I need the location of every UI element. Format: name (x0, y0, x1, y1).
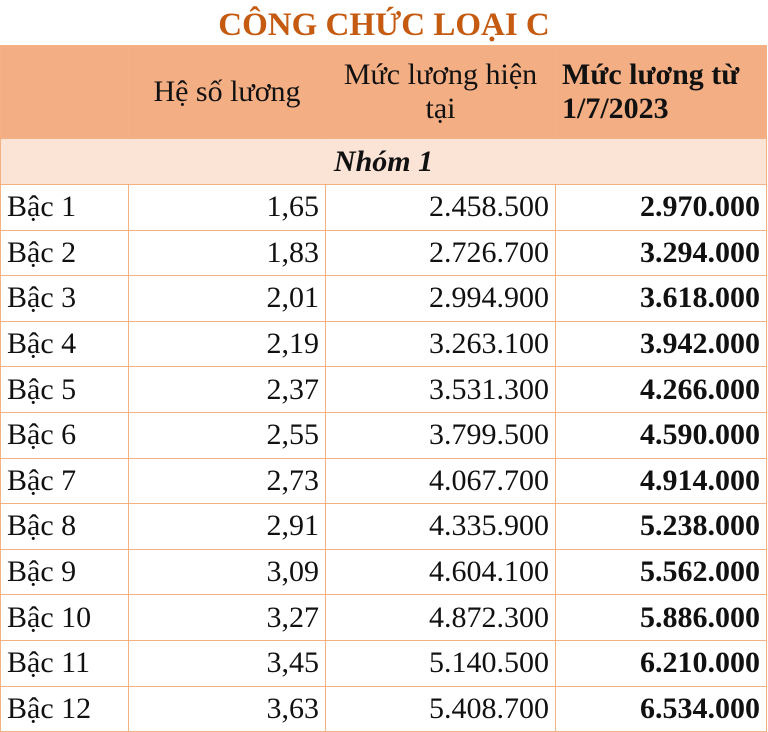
salary-table: Hệ số lương Mức lương hiện tại Mức lương… (0, 45, 767, 732)
header-row: Hệ số lương Mức lương hiện tại Mức lương… (0, 45, 767, 139)
header-current-salary: Mức lương hiện tại (325, 45, 556, 139)
table-row: Bậc 12 3,63 5.408.700 6.534.000 (0, 685, 767, 732)
table-title: CÔNG CHỨC LOẠI C (218, 7, 550, 43)
new-salary-cell: 3.294.000 (555, 229, 767, 277)
table-row: Bậc 1 1,65 2.458.500 2.970.000 (0, 184, 767, 231)
current-salary-cell: 2.458.500 (325, 184, 556, 231)
table-row: Bậc 6 2,55 3.799.500 4.590.000 (0, 411, 767, 459)
table-row: Bậc 5 2,37 3.531.300 4.266.000 (0, 366, 767, 413)
header-new-salary: Mức lương từ 1/7/2023 (555, 45, 767, 139)
grade-cell: Bậc 4 (0, 320, 129, 368)
new-salary-cell: 6.534.000 (555, 685, 767, 732)
header-empty (0, 45, 129, 139)
current-salary-cell: 2.994.900 (325, 275, 556, 322)
table-row: Bậc 3 2,01 2.994.900 3.618.000 (0, 275, 767, 322)
coefficient-cell: 3,09 (128, 548, 326, 596)
table-row: Bậc 10 3,27 4.872.300 5.886.000 (0, 594, 767, 641)
grade-cell: Bậc 12 (0, 685, 129, 732)
coefficient-cell: 2,91 (128, 503, 326, 550)
current-salary-cell: 2.726.700 (325, 229, 556, 277)
table-row: Bậc 2 1,83 2.726.700 3.294.000 (0, 229, 767, 277)
new-salary-cell: 3.618.000 (555, 275, 767, 322)
table-row: Bậc 7 2,73 4.067.700 4.914.000 (0, 457, 767, 505)
coefficient-cell: 3,45 (128, 639, 326, 687)
new-salary-cell: 5.562.000 (555, 548, 767, 596)
new-salary-cell: 6.210.000 (555, 639, 767, 687)
coefficient-cell: 2,55 (128, 411, 326, 459)
grade-cell: Bậc 11 (0, 639, 129, 687)
grade-cell: Bậc 2 (0, 229, 129, 277)
table-row: Bậc 4 2,19 3.263.100 3.942.000 (0, 320, 767, 368)
current-salary-cell: 5.408.700 (325, 685, 556, 732)
grade-cell: Bậc 3 (0, 275, 129, 322)
new-salary-cell: 5.886.000 (555, 594, 767, 641)
grade-cell: Bậc 10 (0, 594, 129, 641)
table-row: Bậc 11 3,45 5.140.500 6.210.000 (0, 639, 767, 687)
coefficient-cell: 2,01 (128, 275, 326, 322)
table-row: Bậc 9 3,09 4.604.100 5.562.000 (0, 548, 767, 596)
coefficient-cell: 1,65 (128, 184, 326, 231)
current-salary-cell: 4.067.700 (325, 457, 556, 505)
current-salary-cell: 4.872.300 (325, 594, 556, 641)
coefficient-cell: 1,83 (128, 229, 326, 277)
new-salary-cell: 4.590.000 (555, 411, 767, 459)
grade-cell: Bậc 1 (0, 184, 129, 231)
grade-cell: Bậc 8 (0, 503, 129, 550)
grade-cell: Bậc 6 (0, 411, 129, 459)
grade-cell: Bậc 7 (0, 457, 129, 505)
coefficient-cell: 2,37 (128, 366, 326, 413)
header-coefficient: Hệ số lương (128, 45, 326, 139)
new-salary-cell: 3.942.000 (555, 320, 767, 368)
current-salary-cell: 5.140.500 (325, 639, 556, 687)
current-salary-cell: 4.335.900 (325, 503, 556, 550)
new-salary-cell: 4.914.000 (555, 457, 767, 505)
new-salary-cell: 2.970.000 (555, 184, 767, 231)
current-salary-cell: 3.531.300 (325, 366, 556, 413)
coefficient-cell: 3,63 (128, 685, 326, 732)
group-label: Nhóm 1 (0, 138, 767, 185)
coefficient-cell: 3,27 (128, 594, 326, 641)
current-salary-cell: 4.604.100 (325, 548, 556, 596)
grade-cell: Bậc 5 (0, 366, 129, 413)
coefficient-cell: 2,19 (128, 320, 326, 368)
new-salary-cell: 4.266.000 (555, 366, 767, 413)
current-salary-cell: 3.799.500 (325, 411, 556, 459)
coefficient-cell: 2,73 (128, 457, 326, 505)
table-row: Bậc 8 2,91 4.335.900 5.238.000 (0, 503, 767, 550)
group-row: Nhóm 1 (0, 138, 767, 185)
new-salary-cell: 5.238.000 (555, 503, 767, 550)
grade-cell: Bậc 9 (0, 548, 129, 596)
current-salary-cell: 3.263.100 (325, 320, 556, 368)
